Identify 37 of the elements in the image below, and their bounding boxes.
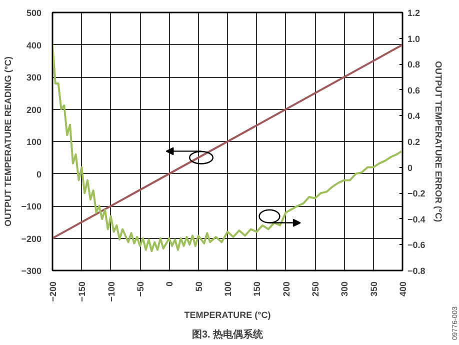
x-tick-label: 150 (252, 281, 262, 297)
y-tick-label: 200 (26, 104, 42, 115)
x-tick-label: 250 (310, 281, 320, 297)
y2-tick-label: 0.8 (408, 60, 420, 70)
y2-tick-label: 0 (408, 162, 413, 173)
y-tick-label: −300 (21, 266, 42, 276)
y-axis-title: OUTPUT TEMPERATURE READING (°C) (3, 56, 14, 226)
y-tick-label: −100 (21, 202, 42, 212)
x-axis-title: TEMPERATURE (°C) (184, 310, 271, 320)
x-tick-label: −50 (136, 281, 146, 297)
x-tick-label: −200 (48, 281, 58, 302)
y2-tick-label: −0.2 (408, 188, 426, 199)
y2-tick-label: −0.6 (408, 240, 426, 250)
x-tick-label: 200 (281, 281, 292, 297)
y-tick-label: 100 (26, 137, 42, 147)
y-tick-label: 300 (26, 72, 42, 82)
y-tick-label: 400 (26, 40, 42, 50)
y2-tick-label: 0.4 (408, 111, 420, 122)
y2-tick-label: 0.2 (408, 137, 420, 147)
y2-tick-label: 0.6 (408, 85, 420, 96)
text: 图3. 热电偶系统 (192, 328, 264, 340)
y-tick-label: 500 (26, 8, 42, 18)
y2-tick-label: −0.8 (408, 266, 426, 276)
x-tick-label: 350 (368, 281, 379, 297)
y-tick-label: −200 (21, 234, 42, 244)
x-tick-label: 100 (223, 281, 233, 297)
x-tick-label: −150 (77, 281, 88, 302)
x-tick-label: 300 (340, 281, 350, 297)
y2-tick-label: 1.2 (408, 8, 420, 18)
y2-axis-title: OUTPUT TEMPERATURE ERROR (°C) (433, 61, 444, 222)
y2-tick-label: −0.4 (408, 214, 426, 224)
x-tick-label: 400 (398, 281, 408, 297)
y2-tick-label: 1.0 (408, 34, 420, 44)
x-tick-label: −100 (106, 281, 116, 302)
x-tick-label: 50 (194, 281, 204, 292)
x-tick-label: 0 (164, 281, 175, 287)
y-tick-label: 0 (36, 169, 42, 180)
